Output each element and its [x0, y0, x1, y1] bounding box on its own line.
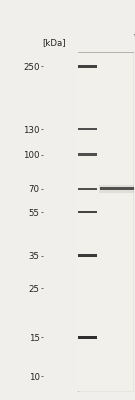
- Text: SCLC-21H: SCLC-21H: [133, 8, 135, 42]
- Bar: [78, 211, 97, 213]
- Bar: [78, 188, 97, 190]
- Text: [kDa]: [kDa]: [42, 38, 66, 47]
- Bar: [78, 254, 97, 257]
- Bar: [100, 188, 134, 190]
- Bar: [99, 184, 135, 193]
- Bar: [78, 65, 97, 68]
- Bar: [78, 128, 97, 130]
- Bar: [78, 52, 134, 392]
- Bar: [78, 154, 97, 156]
- Bar: [78, 53, 133, 391]
- Bar: [78, 336, 97, 339]
